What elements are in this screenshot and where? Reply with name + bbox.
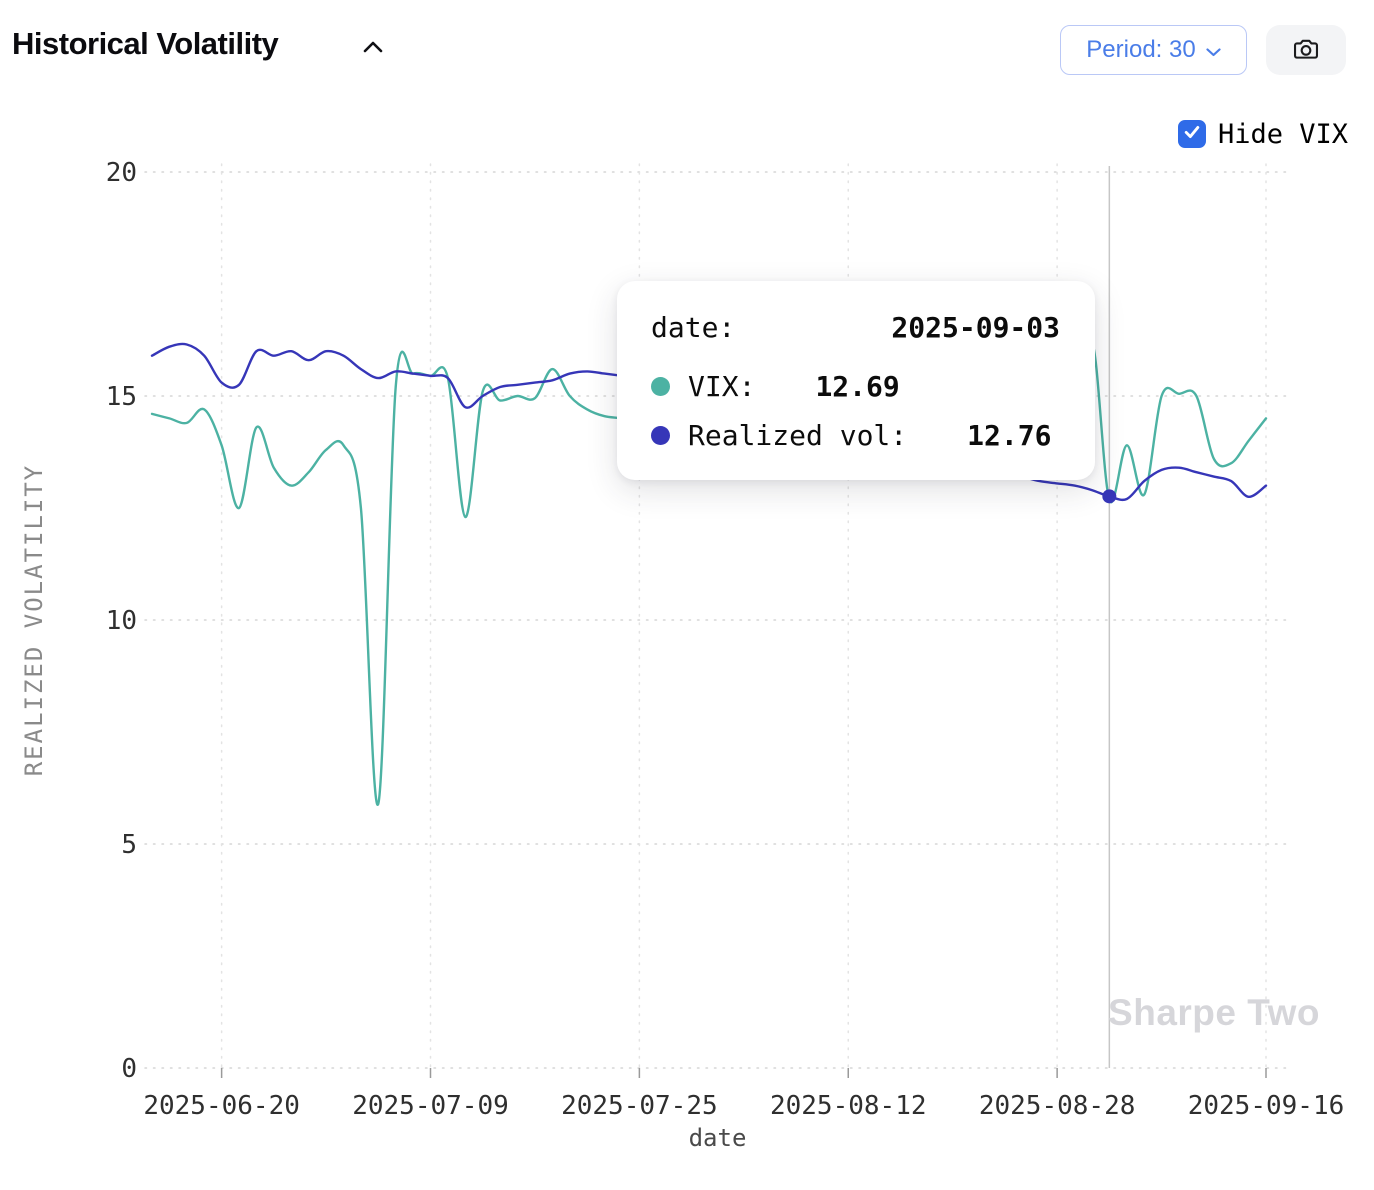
page-title: Historical Volatility [12,26,279,61]
camera-icon [1292,35,1320,66]
svg-text:2025-06-20: 2025-06-20 [143,1091,300,1121]
collapse-chart-button[interactable] [362,40,384,59]
watermark: Sharpe Two [1108,992,1320,1033]
chevron-down-icon [1206,36,1221,64]
svg-text:0: 0 [121,1054,137,1084]
period-dropdown[interactable]: Period: 30 [1060,25,1247,75]
tooltip-realized-value: 12.76 [967,419,1052,452]
realized-series-dot [651,426,670,445]
vix-series-dot [651,377,670,396]
tooltip-date-row: date: 2025-09-03 [651,311,1060,344]
tooltip-realized-row: Realized vol: 12.76 [651,419,1060,452]
svg-text:2025-08-28: 2025-08-28 [979,1091,1136,1121]
hide-vix-label: Hide VIX [1217,118,1348,150]
chart-tooltip: date: 2025-09-03 VIX: 12.69 Realized vol… [617,281,1095,480]
period-dropdown-label: Period: 30 [1086,36,1196,63]
y-axis-label: REALIZED VOLATILITY [20,463,48,777]
svg-text:20: 20 [106,158,137,188]
hide-vix-checkbox[interactable] [1177,120,1206,148]
svg-text:15: 15 [106,382,137,412]
tooltip-date-value: 2025-09-03 [891,311,1060,344]
svg-text:2025-07-25: 2025-07-25 [561,1091,718,1121]
svg-text:2025-09-16: 2025-09-16 [1188,1091,1345,1121]
svg-text:5: 5 [121,830,137,860]
tooltip-vix-row: VIX: 12.69 [651,370,1060,403]
header: Historical Volatility Period: 30 [0,0,1374,90]
svg-text:2025-07-09: 2025-07-09 [352,1091,509,1121]
hide-vix-control[interactable]: Hide VIX [1177,116,1348,152]
svg-text:2025-08-12: 2025-08-12 [770,1091,927,1121]
tooltip-vix-label: VIX: [688,370,756,403]
screenshot-button[interactable] [1266,25,1346,75]
tooltip-vix-value: 12.69 [815,370,900,403]
chevron-up-icon [362,41,384,58]
svg-text:10: 10 [106,606,137,636]
x-axis-label: date [688,1124,747,1152]
tooltip-realized-label: Realized vol: [688,419,908,452]
tooltip-date-label: date: [651,311,736,344]
checkmark-icon [1182,122,1202,147]
